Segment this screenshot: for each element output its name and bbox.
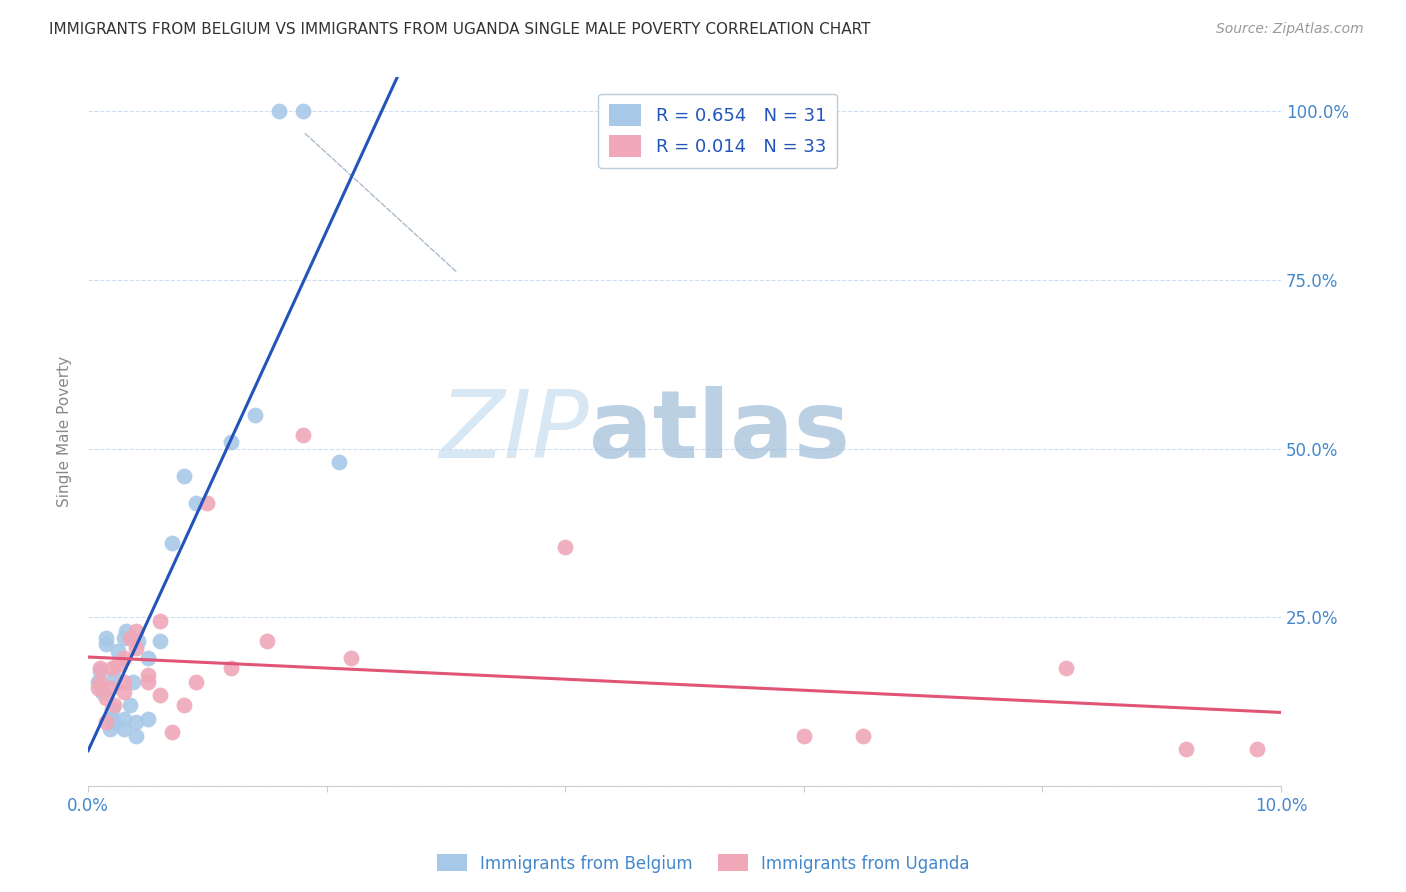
Point bbox=[267, 104, 290, 119]
Text: Source: ZipAtlas.com: Source: ZipAtlas.com bbox=[1216, 22, 1364, 37]
Point bbox=[125, 640, 148, 655]
Point bbox=[118, 631, 141, 645]
Point bbox=[112, 722, 135, 736]
Point bbox=[149, 634, 172, 648]
Point bbox=[554, 540, 576, 554]
Point bbox=[173, 468, 195, 483]
Point bbox=[94, 691, 117, 706]
Point bbox=[91, 684, 114, 698]
Point bbox=[103, 671, 125, 685]
Point bbox=[112, 684, 135, 698]
Point bbox=[243, 408, 266, 422]
Point bbox=[160, 536, 183, 550]
Point bbox=[136, 712, 159, 726]
Point bbox=[852, 729, 875, 743]
Point bbox=[89, 674, 111, 689]
Point bbox=[86, 681, 108, 696]
Point bbox=[122, 674, 145, 689]
Point bbox=[149, 614, 172, 628]
Point bbox=[112, 674, 135, 689]
Point bbox=[89, 661, 111, 675]
Point bbox=[112, 651, 135, 665]
Point bbox=[256, 634, 278, 648]
Point bbox=[107, 657, 129, 672]
Point bbox=[101, 701, 124, 715]
Point bbox=[793, 729, 815, 743]
Point bbox=[125, 714, 148, 729]
Point bbox=[107, 644, 129, 658]
Point bbox=[118, 698, 141, 713]
Point bbox=[112, 712, 135, 726]
Point bbox=[112, 631, 135, 645]
Point bbox=[1246, 742, 1268, 756]
Point bbox=[149, 688, 172, 702]
Point bbox=[184, 496, 207, 510]
Point bbox=[136, 674, 159, 689]
Point bbox=[291, 104, 314, 119]
Point bbox=[1174, 742, 1197, 756]
Point bbox=[291, 428, 314, 442]
Point bbox=[328, 455, 350, 469]
Point bbox=[89, 665, 111, 679]
Point bbox=[160, 725, 183, 739]
Point bbox=[98, 681, 121, 696]
Point bbox=[184, 674, 207, 689]
Point bbox=[86, 674, 108, 689]
Point bbox=[101, 712, 124, 726]
Point bbox=[98, 722, 121, 736]
Legend: R = 0.654   N = 31, R = 0.014   N = 33: R = 0.654 N = 31, R = 0.014 N = 33 bbox=[598, 94, 837, 169]
Point bbox=[125, 729, 148, 743]
Point bbox=[94, 714, 117, 729]
Point bbox=[94, 637, 117, 651]
Point bbox=[221, 434, 243, 449]
Point bbox=[1054, 661, 1077, 675]
Point bbox=[125, 624, 148, 638]
Text: atlas: atlas bbox=[589, 386, 851, 478]
Point bbox=[94, 631, 117, 645]
Point bbox=[101, 661, 124, 675]
Point bbox=[197, 496, 219, 510]
Point bbox=[221, 661, 243, 675]
Point bbox=[136, 651, 159, 665]
Point bbox=[127, 634, 149, 648]
Point bbox=[136, 667, 159, 681]
Text: IMMIGRANTS FROM BELGIUM VS IMMIGRANTS FROM UGANDA SINGLE MALE POVERTY CORRELATIO: IMMIGRANTS FROM BELGIUM VS IMMIGRANTS FR… bbox=[49, 22, 870, 37]
Point bbox=[173, 698, 195, 713]
Text: ZIP: ZIP bbox=[440, 386, 589, 477]
Point bbox=[103, 698, 125, 713]
Point bbox=[103, 714, 125, 729]
Y-axis label: Single Male Poverty: Single Male Poverty bbox=[58, 356, 72, 508]
Point bbox=[115, 624, 138, 638]
Legend: Immigrants from Belgium, Immigrants from Uganda: Immigrants from Belgium, Immigrants from… bbox=[430, 847, 976, 880]
Point bbox=[339, 651, 361, 665]
